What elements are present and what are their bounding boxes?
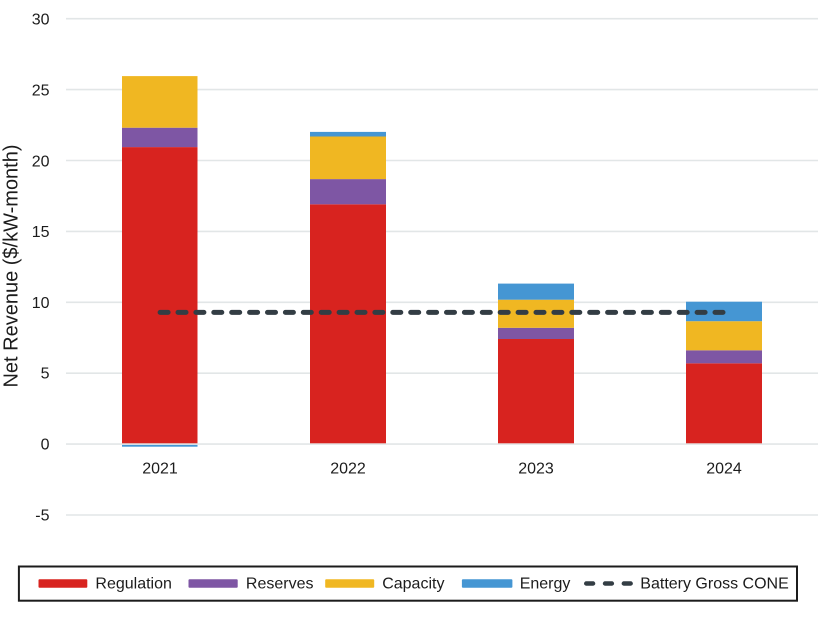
svg-text:2021: 2021 bbox=[142, 461, 178, 478]
svg-text:-5: -5 bbox=[35, 507, 49, 524]
svg-text:Net Revenue ($/kW-month): Net Revenue ($/kW-month) bbox=[1, 144, 23, 387]
svg-text:5: 5 bbox=[41, 366, 50, 383]
svg-text:10: 10 bbox=[32, 295, 50, 312]
svg-text:Regulation: Regulation bbox=[95, 575, 171, 592]
svg-text:0: 0 bbox=[41, 437, 50, 454]
svg-text:2022: 2022 bbox=[330, 461, 366, 478]
svg-text:Battery Gross CONE: Battery Gross CONE bbox=[640, 575, 788, 592]
svg-text:15: 15 bbox=[32, 224, 50, 241]
svg-text:2023: 2023 bbox=[518, 461, 554, 478]
svg-text:20: 20 bbox=[32, 153, 50, 170]
svg-text:25: 25 bbox=[32, 82, 50, 99]
svg-text:Capacity: Capacity bbox=[382, 575, 444, 592]
svg-text:30: 30 bbox=[32, 12, 50, 29]
svg-text:Energy: Energy bbox=[520, 575, 571, 592]
svg-text:2024: 2024 bbox=[706, 461, 742, 478]
svg-text:Reserves: Reserves bbox=[246, 575, 314, 592]
